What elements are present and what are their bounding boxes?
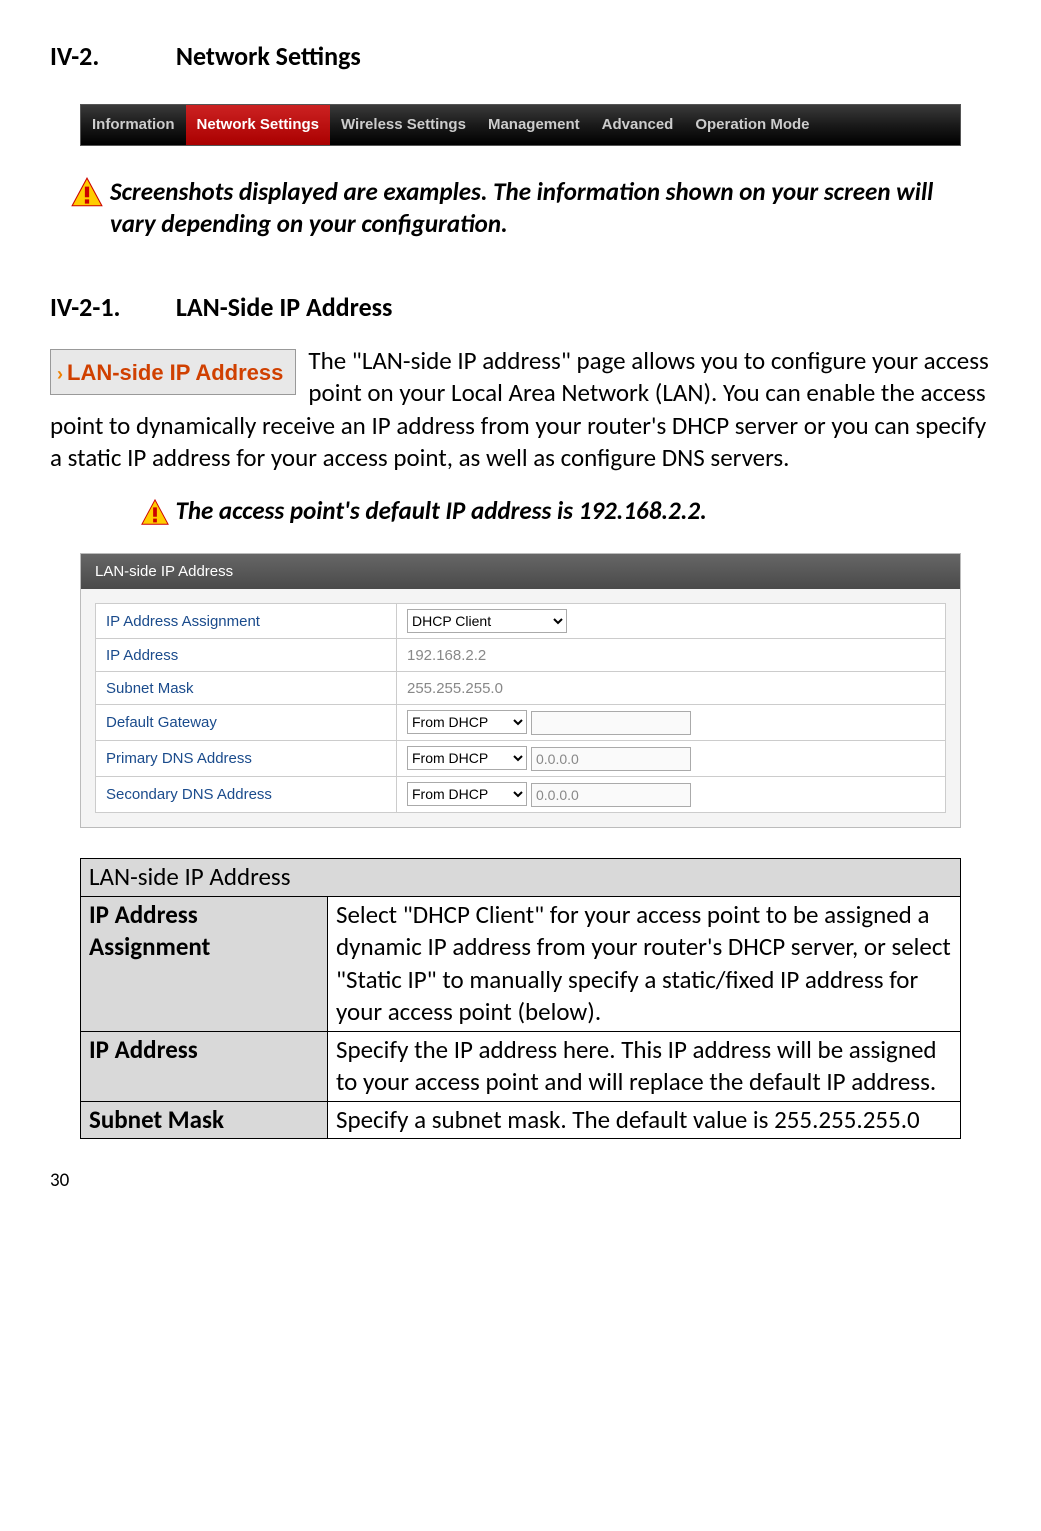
row-ip-address: IP Address 192.168.2.2 [96,639,946,672]
input-primary-dns[interactable] [531,747,691,771]
input-default-gateway[interactable] [531,711,691,735]
row-ip-assignment: IP Address Assignment DHCP Client [96,604,946,639]
select-ip-assignment[interactable]: DHCP Client [407,609,567,633]
navbar-item-network-settings[interactable]: Network Settings [186,105,331,145]
navbar-item-management[interactable]: Management [477,105,591,145]
subsection-heading: IV-2-1. LAN-Side IP Address [50,291,991,325]
page-number: 30 [50,1169,991,1194]
term-subnet-mask: Subnet Mask [81,1101,328,1139]
select-primary-dns[interactable]: From DHCP [407,746,527,770]
row-default-gateway: Default Gateway From DHCP [96,705,946,741]
lan-paragraph: ›LAN-side IP Address The "LAN-side IP ad… [50,345,991,475]
select-secondary-dns[interactable]: From DHCP [407,782,527,806]
subsection-title: LAN-Side IP Address [176,291,393,323]
term-ip-assignment: IP Address Assignment [81,896,328,1031]
description-table: LAN-side IP Address IP Address Assignmen… [80,858,961,1139]
desc-ip-address: Specify the IP address here. This IP add… [328,1031,961,1101]
desc-ip-assignment: Select "DHCP Client" for your access poi… [328,896,961,1031]
subsection-number: IV-2-1. [50,291,170,325]
warning-default-ip-text: The access point's default IP address is… [175,495,706,526]
select-default-gateway[interactable]: From DHCP [407,710,527,734]
term-ip-address: IP Address [81,1031,328,1101]
value-ip-address: 192.168.2.2 [397,639,946,672]
warning-default-ip: The access point's default IP address is… [140,495,991,528]
label-default-gateway: Default Gateway [96,705,397,741]
description-table-caption: LAN-side IP Address [81,859,961,897]
lan-settings-panel-header: LAN-side IP Address [81,554,960,590]
row-subnet-mask: Subnet Mask 255.255.255.0 [96,672,946,705]
navbar-item-information[interactable]: Information [81,105,186,145]
desc-subnet-mask: Specify a subnet mask. The default value… [328,1101,961,1139]
lan-settings-panel-body: IP Address Assignment DHCP Client IP Add… [81,589,960,827]
lan-settings-panel: LAN-side IP Address IP Address Assignmen… [80,553,961,829]
input-secondary-dns[interactable] [531,783,691,807]
section-title: Network Settings [176,40,361,72]
table-row: IP Address Specify the IP address here. … [81,1031,961,1101]
navbar-item-operation-mode[interactable]: Operation Mode [684,105,820,145]
chevron-right-icon: › [57,364,63,384]
warning-examples-text: Screenshots displayed are examples. The … [110,176,961,241]
navbar-item-wireless-settings[interactable]: Wireless Settings [330,105,477,145]
warning-icon [140,498,170,528]
label-secondary-dns: Secondary DNS Address [96,777,397,813]
label-subnet-mask: Subnet Mask [96,672,397,705]
warning-examples: Screenshots displayed are examples. The … [70,176,961,241]
row-secondary-dns: Secondary DNS Address From DHCP [96,777,946,813]
table-row: Subnet Mask Specify a subnet mask. The d… [81,1101,961,1139]
section-number: IV-2. [50,40,170,74]
label-ip-assignment: IP Address Assignment [96,604,397,639]
table-row: IP Address Assignment Select "DHCP Clien… [81,896,961,1031]
label-primary-dns: Primary DNS Address [96,741,397,777]
warning-icon [70,176,104,210]
lan-badge-text: LAN-side IP Address [67,360,283,385]
row-primary-dns: Primary DNS Address From DHCP [96,741,946,777]
label-ip-address: IP Address [96,639,397,672]
lan-settings-table: IP Address Assignment DHCP Client IP Add… [95,603,946,813]
section-heading: IV-2. Network Settings [50,40,991,74]
lan-side-badge: ›LAN-side IP Address [50,349,296,396]
navbar-item-advanced[interactable]: Advanced [591,105,685,145]
navbar-screenshot: Information Network Settings Wireless Se… [80,104,961,146]
value-subnet-mask: 255.255.255.0 [397,672,946,705]
